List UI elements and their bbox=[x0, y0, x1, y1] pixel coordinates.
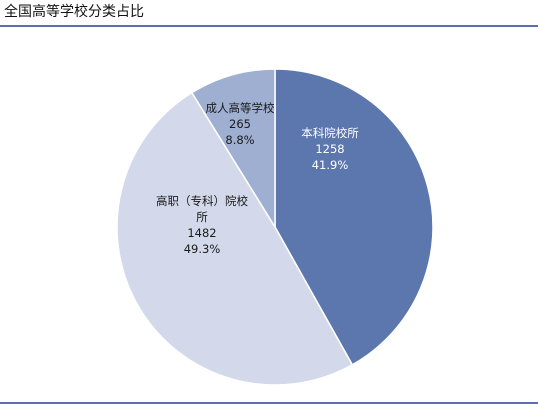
pie-slice-0 bbox=[274, 68, 434, 366]
pie-chart: 本科院校所 1258 41.9% 高职（专科）院校所 1482 49.3% 成人高等学校 26… bbox=[0, 27, 538, 402]
slice-value-1: 1482 bbox=[187, 226, 216, 240]
slice-percent-0: 41.9% bbox=[312, 158, 349, 172]
slice-label-2-line-0: 成人高等学校 bbox=[206, 101, 275, 115]
chart-title: 全国高等学校分类占比 bbox=[4, 4, 144, 20]
slice-label-1-line-0: 高职（专科）院校 bbox=[156, 194, 248, 208]
slice-label-0-line-0: 本科院校所 bbox=[301, 126, 359, 140]
slice-value-0: 1258 bbox=[315, 142, 344, 156]
slice-percent-2: 8.8% bbox=[225, 133, 254, 147]
pie-slice-1 bbox=[116, 91, 354, 386]
slice-value-2: 265 bbox=[229, 117, 251, 131]
slice-percent-1: 49.3% bbox=[184, 242, 221, 256]
slice-label-1-line-1: 所 bbox=[196, 210, 208, 224]
footer-divider bbox=[0, 402, 538, 404]
pie-slice-2 bbox=[190, 68, 276, 230]
header-divider bbox=[0, 25, 538, 27]
pie-chart-svg: 本科院校所 1258 41.9% 高职（专科）院校所 1482 49.3% 成人高等学校 26… bbox=[116, 68, 434, 386]
